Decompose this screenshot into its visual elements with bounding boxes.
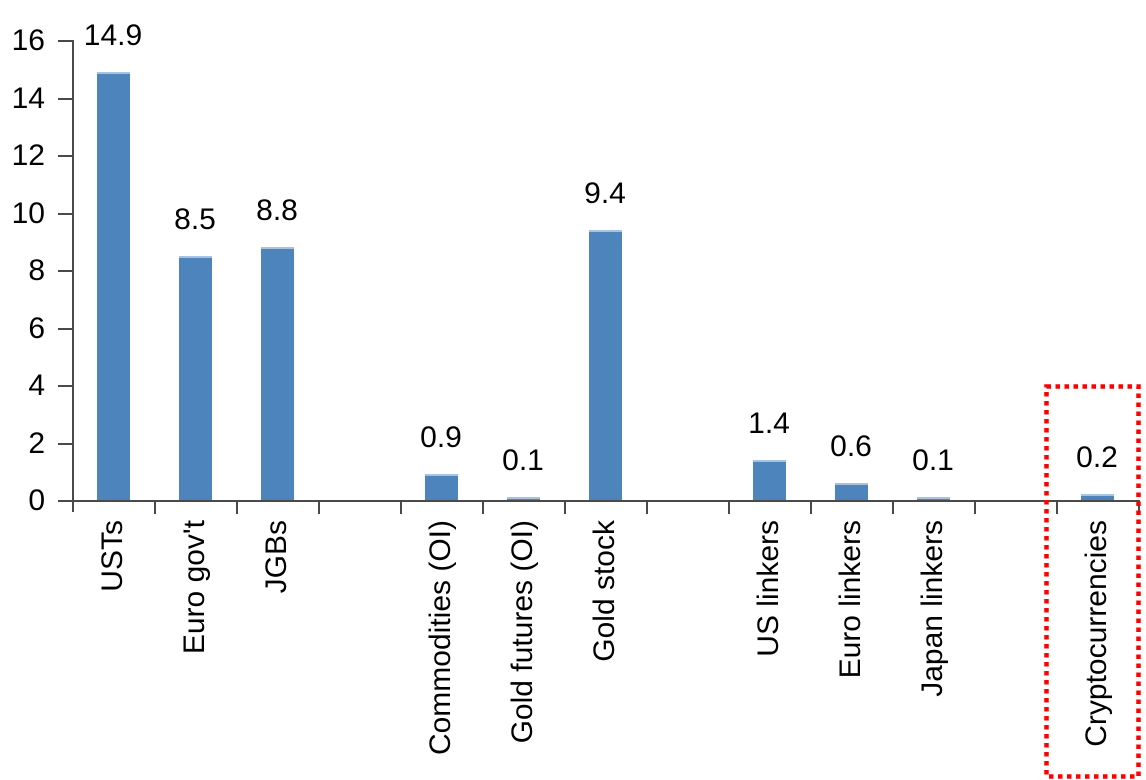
x-tick	[482, 502, 484, 514]
value-label-euro-linkers: 0.6	[830, 430, 872, 463]
bar-cryptocurrencies	[1081, 494, 1114, 500]
x-tick	[646, 502, 648, 514]
x-tick	[892, 502, 894, 514]
category-label-japan-linkers: Japan linkers	[916, 520, 949, 697]
category-label-gold-futures-oi: Gold futures (OI)	[506, 520, 539, 744]
category-label-us-linkers: US linkers	[752, 520, 785, 657]
x-tick	[974, 502, 976, 514]
value-label-euro-gov-t: 8.5	[174, 203, 216, 236]
y-axis-tick-label: 4	[28, 369, 45, 402]
value-label-gold-futures-oi: 0.1	[502, 444, 544, 477]
value-label-gold-stock: 9.4	[584, 177, 626, 210]
value-label-usts: 14.9	[83, 19, 143, 52]
value-label-us-linkers: 1.4	[748, 407, 790, 440]
x-tick	[154, 502, 156, 514]
x-tick	[1138, 502, 1140, 514]
bar-commodities-oi	[425, 474, 458, 500]
y-axis-tick-label: 16	[11, 24, 45, 57]
y-tick	[58, 443, 72, 445]
x-tick	[564, 502, 566, 514]
value-label-commodities-oi: 0.9	[420, 421, 462, 454]
y-tick	[58, 40, 72, 42]
category-label-euro-linkers: Euro linkers	[834, 520, 867, 679]
bar-japan-linkers	[917, 497, 950, 500]
bar-us-linkers	[753, 460, 786, 500]
y-axis-tick-label: 2	[28, 427, 45, 460]
y-tick	[58, 385, 72, 387]
y-axis-tick-label: 10	[11, 197, 45, 230]
category-label-usts: USTs	[96, 520, 129, 592]
category-label-commodities-oi: Commodities (OI)	[424, 520, 457, 756]
x-tick	[236, 502, 238, 514]
value-label-japan-linkers: 0.1	[912, 444, 954, 477]
y-axis-tick-label: 12	[11, 139, 45, 172]
value-label-cryptocurrencies: 0.2	[1076, 441, 1118, 474]
x-tick	[400, 502, 402, 514]
bar-gold-futures-oi	[507, 497, 540, 500]
x-tick	[1056, 502, 1058, 514]
bar-euro-linkers	[835, 483, 868, 500]
value-label-jgbs: 8.8	[256, 194, 298, 227]
y-tick	[58, 270, 72, 272]
x-tick	[728, 502, 730, 514]
bar-usts	[97, 72, 130, 500]
category-label-jgbs: JGBs	[260, 520, 293, 594]
category-label-euro-gov-t: Euro gov't	[178, 520, 211, 655]
x-axis-line	[72, 500, 1140, 502]
bar-euro-gov-t	[179, 256, 212, 500]
x-tick	[810, 502, 812, 514]
x-tick	[318, 502, 320, 514]
y-tick	[58, 328, 72, 330]
y-tick	[58, 213, 72, 215]
category-label-cryptocurrencies: Cryptocurrencies	[1080, 520, 1113, 747]
y-axis-tick-label: 0	[28, 484, 45, 517]
y-tick	[58, 98, 72, 100]
y-tick	[58, 500, 72, 502]
y-axis-tick-label: 8	[28, 254, 45, 287]
y-axis-tick-label: 14	[11, 82, 45, 115]
bar-gold-stock	[589, 230, 622, 500]
y-tick	[58, 155, 72, 157]
bar-jgbs	[261, 247, 294, 500]
category-label-gold-stock: Gold stock	[588, 520, 621, 662]
y-axis-tick-label: 6	[28, 312, 45, 345]
y-axis-line	[72, 40, 74, 512]
